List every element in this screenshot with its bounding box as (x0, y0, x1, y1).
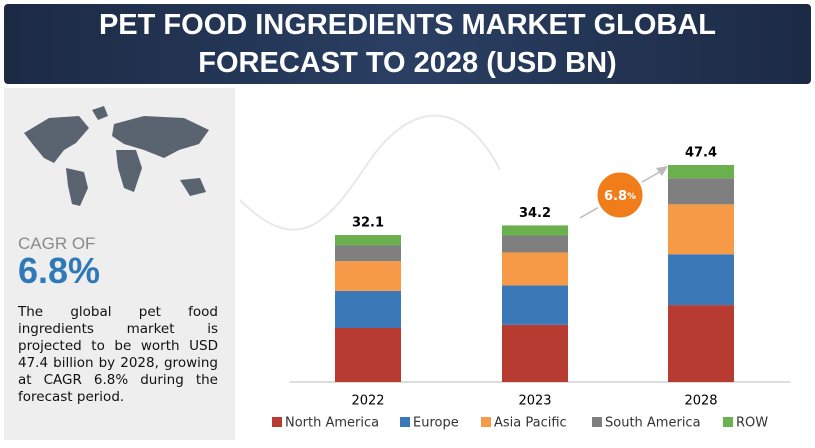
legend-label: Asia Pacific (494, 416, 567, 431)
bar-segment (668, 165, 734, 179)
x-tick-label: 2028 (684, 394, 717, 409)
bar-segment (668, 178, 734, 205)
cagr-number: 6.8 (604, 189, 627, 204)
x-tick-label: 2023 (518, 394, 551, 409)
legend-swatch (592, 417, 602, 427)
bar-segment (335, 245, 401, 262)
x-tick-label: 2022 (351, 394, 384, 409)
bar-segment (502, 235, 568, 253)
cagr-bubble (594, 169, 646, 221)
bar-segment (502, 225, 568, 236)
legend-swatch (481, 417, 491, 427)
bar-segment (335, 235, 401, 246)
description: The global pet food ingredients market i… (18, 304, 218, 405)
legend-label: South America (605, 416, 701, 431)
world-map (24, 106, 209, 206)
cagr-caption: CAGR OF (18, 234, 96, 253)
sidebar: CAGR OF 6.8% The global pet food ingredi… (4, 88, 235, 440)
total-label: 32.1 (352, 216, 384, 231)
cagr-unit: % (627, 192, 636, 202)
total-label: 47.4 (685, 146, 717, 161)
decor-curve (239, 114, 501, 231)
bar-segment (502, 324, 568, 382)
bar-segment (668, 254, 734, 306)
cagr-arrow-head (656, 166, 668, 176)
legend-label: North America (285, 416, 379, 431)
legend-swatch (272, 417, 282, 427)
bar-segment (335, 290, 401, 328)
cagr-bubble-label: 6.8% (604, 189, 636, 204)
title: PET FOOD INGREDIENTS MARKET GLOBAL FOREC… (4, 4, 811, 84)
legend-label: ROW (736, 416, 768, 431)
bar-segment (668, 305, 734, 382)
bar-segment (668, 204, 734, 255)
legend-label: Europe (413, 416, 459, 431)
bar-segment (335, 327, 401, 382)
bar-segment (502, 285, 568, 325)
cagr-value: 6.8% (18, 250, 101, 291)
legend-swatch (400, 417, 410, 427)
legend-swatch (723, 417, 733, 427)
bar-segment (335, 261, 401, 291)
bar-segment (502, 252, 568, 286)
total-label: 34.2 (519, 206, 551, 221)
